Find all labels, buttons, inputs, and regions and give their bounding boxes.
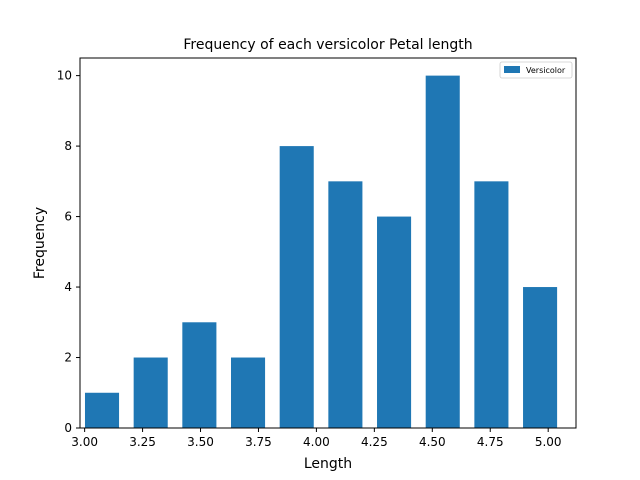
legend: Versicolor	[499, 61, 573, 79]
x-tick-label: 3.00	[71, 435, 98, 449]
bar	[279, 146, 314, 428]
y-tick-label: 8	[64, 139, 72, 153]
chart-title: Frequency of each versicolor Petal lengt…	[183, 37, 472, 53]
y-tick-label: 0	[64, 421, 72, 435]
bar	[425, 75, 460, 428]
bar	[474, 181, 509, 428]
x-tick-label: 5.00	[535, 435, 562, 449]
x-tick-label: 4.50	[419, 435, 446, 449]
x-axis-label: Length	[304, 456, 352, 472]
bar	[133, 357, 168, 428]
x-ticks-group: 3.00 3.25 3.50 3.75 4.00 4.25 4.50 4.75 5.00	[71, 428, 562, 449]
y-tick-label: 2	[64, 351, 72, 365]
x-tick-label: 3.75	[245, 435, 272, 449]
bar	[182, 322, 217, 428]
x-tick-label: 3.25	[129, 435, 156, 449]
y-tick-label: 6	[64, 210, 72, 224]
plot-frame	[79, 57, 577, 429]
bar	[328, 181, 363, 428]
x-tick-label: 3.50	[187, 435, 214, 449]
legend-swatch	[504, 66, 520, 73]
bar	[523, 287, 558, 428]
y-ticks-group: 0 2 4 6 8 10	[57, 69, 80, 435]
bar	[231, 357, 266, 428]
bar	[84, 392, 120, 428]
bar	[377, 216, 412, 428]
legend-label: Versicolor	[526, 66, 566, 75]
y-tick-label: 10	[57, 69, 72, 83]
x-tick-label: 4.75	[477, 435, 504, 449]
y-axis-label: Frequency	[32, 207, 48, 279]
y-tick-label: 4	[64, 280, 72, 294]
bars-group	[84, 75, 558, 428]
x-tick-label: 4.25	[361, 435, 388, 449]
x-tick-label: 4.00	[303, 435, 330, 449]
